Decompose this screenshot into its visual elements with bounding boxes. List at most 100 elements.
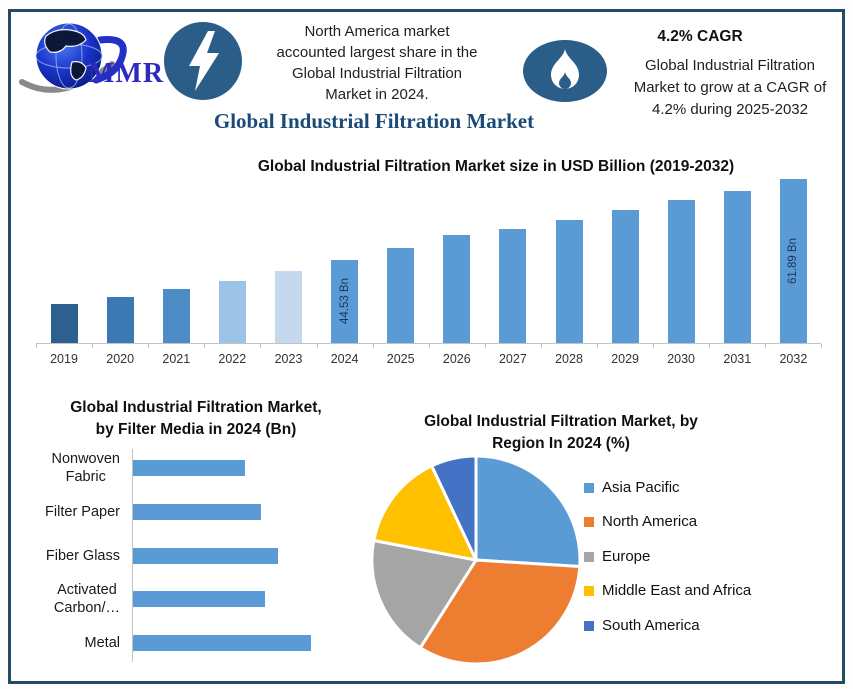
bar-2019 xyxy=(50,304,78,343)
pie-chart-title-line: Global Industrial Filtration Market, by xyxy=(424,413,698,430)
axis-tick xyxy=(597,344,598,348)
bar-value-label: 61.89 Bn xyxy=(787,237,800,285)
callout-line: North America market xyxy=(304,23,450,40)
bar-2028 xyxy=(555,220,583,343)
bar-2026 xyxy=(443,235,471,343)
axis-tick xyxy=(484,344,486,348)
legend-label: North America xyxy=(602,513,698,530)
pie-slice-south-america xyxy=(429,454,478,561)
media-bar-activated-carbon xyxy=(133,591,265,608)
header-callout-cagr: Global Industrial Filtration Market to g… xyxy=(608,55,852,121)
year-label-2021: 2021 xyxy=(162,352,191,366)
year-label-2029: 2029 xyxy=(611,352,639,366)
legend-label: South America xyxy=(602,617,700,634)
bar-2031 xyxy=(723,191,751,343)
bar-2032: 61.89 Bn xyxy=(779,179,807,343)
axis-tick xyxy=(372,344,374,348)
legend-item-middle-east-and-africa: Middle East and Africa xyxy=(584,582,751,599)
legend-item-north-america: North America xyxy=(584,513,697,530)
cagr-heading: 4.2% CAGR xyxy=(657,28,743,45)
year-label-2027: 2027 xyxy=(498,352,527,366)
bar-chart-title: Global Industrial Filtration Market size… xyxy=(257,158,735,175)
bar-value-label: 44.53 Bn xyxy=(338,278,351,325)
year-label-2031: 2031 xyxy=(723,352,752,366)
media-bar-filterpaper xyxy=(133,503,261,520)
page-title: Global Industrial Filtration Market xyxy=(213,109,535,133)
bar-2022 xyxy=(218,281,246,343)
legend-swatch-icon xyxy=(584,585,594,596)
legend-label: Middle East and Africa xyxy=(602,582,752,599)
bar-2023 xyxy=(275,271,302,343)
flame-icon xyxy=(523,40,607,102)
axis-tick xyxy=(540,344,542,348)
callout-line: Global Industrial Filtration xyxy=(644,57,816,74)
media-bar-nonwoven-fabric xyxy=(133,460,245,476)
bar-2024: 44.53 Bn xyxy=(331,260,359,343)
legend-item-south-america: South America xyxy=(584,617,700,634)
media-chart-title-line: Global Industrial Filtration Market, xyxy=(70,399,322,416)
logo-wordmark: MMR xyxy=(88,58,165,89)
year-label-2026: 2026 xyxy=(442,352,471,366)
x-axis-line xyxy=(36,343,821,344)
pie-slice-asia-pacific xyxy=(474,454,582,569)
pie-chart-title-line: Region In 2024 (%) xyxy=(492,435,630,452)
callout-line: 4.2% during 2025-2032 xyxy=(652,101,808,118)
lightning-icon xyxy=(163,21,243,101)
axis-tick xyxy=(653,344,655,348)
legend-label: Asia Pacific xyxy=(602,479,680,496)
axis-tick xyxy=(428,344,430,348)
header-callout-north-america: North America market accounted largest s… xyxy=(248,21,506,105)
bar-2021 xyxy=(162,289,190,343)
mmr-logo: MMR xyxy=(16,18,166,94)
legend-swatch-icon xyxy=(584,516,594,527)
media-category-label: Fiber Glass xyxy=(45,547,120,564)
axis-tick xyxy=(709,344,711,348)
bar-2025 xyxy=(387,248,415,343)
year-label-2028: 2028 xyxy=(555,352,583,366)
axis-tick xyxy=(36,344,37,348)
legend-item-europe: Europe xyxy=(584,548,650,565)
year-label-2030: 2030 xyxy=(667,352,695,366)
media-category-label: Filter Paper xyxy=(45,503,120,520)
legend-label: Europe xyxy=(602,548,651,565)
pie-slice-middle-east-and-africa xyxy=(372,463,479,563)
bar-2029 xyxy=(611,210,639,343)
legend-item-asia-pacific: Asia Pacific xyxy=(584,479,680,496)
globe-icon xyxy=(19,22,127,93)
year-label-2022: 2022 xyxy=(218,352,247,366)
axis-tick xyxy=(92,344,94,348)
axis-tick xyxy=(765,344,767,348)
year-label-2020: 2020 xyxy=(106,352,135,366)
media-chart-title-line: by Filter Media in 2024 (Bn) xyxy=(95,421,297,438)
callout-line: Market in 2024. xyxy=(325,86,429,103)
media-category-label: Metal xyxy=(84,635,120,651)
media-bar-fiberglass xyxy=(133,547,278,564)
axis-tick xyxy=(821,344,823,348)
media-bar-metal xyxy=(133,635,311,651)
media-chart-title: Global Industrial Filtration Market, by … xyxy=(26,397,366,441)
callout-line: Market to grow at a CAGR of xyxy=(633,79,827,96)
bar-2020 xyxy=(106,297,134,343)
region-pie-chart xyxy=(370,454,582,666)
axis-tick xyxy=(148,344,150,348)
legend-swatch-icon xyxy=(584,620,594,631)
bar-2030 xyxy=(667,200,695,343)
media-category-label: Nonwoven Fabric xyxy=(51,451,120,485)
axis-tick xyxy=(260,344,262,348)
pie-chart-title: Global Industrial Filtration Market, by … xyxy=(390,411,732,455)
bar-2027 xyxy=(499,229,527,343)
pie-slice-europe xyxy=(370,538,479,650)
callout-line: Global Industrial Filtration xyxy=(291,65,463,82)
legend-swatch-icon xyxy=(584,482,594,493)
year-label-2032: 2032 xyxy=(779,352,808,366)
axis-tick xyxy=(316,344,318,348)
media-y-axis-line xyxy=(132,449,133,662)
axis-tick xyxy=(204,344,206,348)
year-label-2025: 2025 xyxy=(386,352,415,366)
year-label-2023: 2023 xyxy=(274,352,303,366)
callout-line: accounted largest share in the xyxy=(276,44,478,61)
year-label-2024: 2024 xyxy=(330,352,359,366)
year-label-2019: 2019 xyxy=(50,352,78,366)
media-category-label: Activated Carbon/… xyxy=(53,582,120,617)
